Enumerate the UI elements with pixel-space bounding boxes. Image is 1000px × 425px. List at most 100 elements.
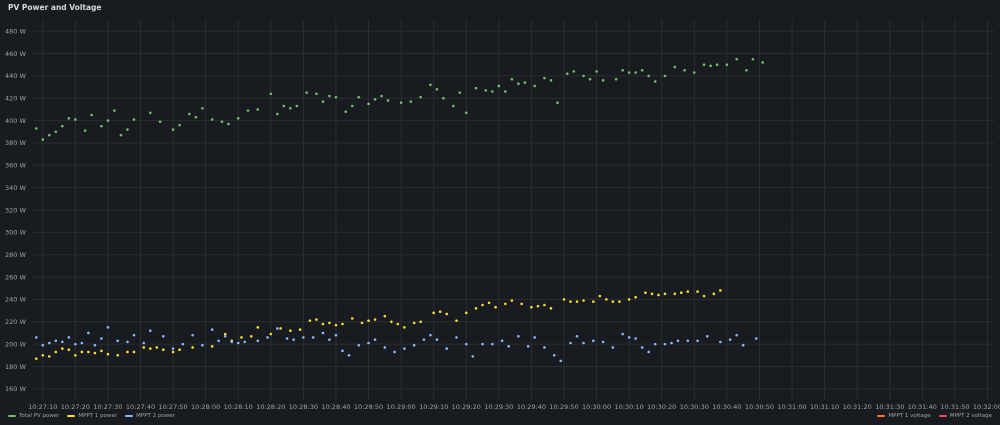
data-point-series-2[interactable] [334,333,338,337]
data-point-series-0[interactable] [328,94,331,98]
data-point-series-0[interactable] [533,84,536,88]
data-point-series-1[interactable] [575,300,579,303]
data-point-series-2[interactable] [455,336,458,339]
data-point-series-0[interactable] [83,129,87,132]
data-point-series-1[interactable] [132,350,136,354]
data-point-series-0[interactable] [305,91,308,94]
data-point-series-0[interactable] [380,94,383,98]
data-point-series-1[interactable] [455,319,458,322]
data-point-series-1[interactable] [605,298,608,301]
data-point-series-1[interactable] [481,303,484,307]
data-point-series-0[interactable] [210,118,214,121]
data-point-series-1[interactable] [494,305,497,309]
data-point-series-2[interactable] [422,338,426,341]
data-point-series-1[interactable] [644,291,647,295]
data-point-series-2[interactable] [217,339,220,343]
data-point-series-2[interactable] [181,342,185,346]
data-point-series-2[interactable] [582,341,585,345]
data-point-series-0[interactable] [683,68,686,72]
data-point-series-2[interactable] [347,353,351,357]
data-point-series-2[interactable] [627,336,631,339]
data-point-series-0[interactable] [745,68,748,72]
data-point-series-1[interactable] [504,302,507,306]
data-point-series-0[interactable] [429,83,432,87]
data-point-series-0[interactable] [350,104,354,108]
data-point-series-0[interactable] [523,81,527,84]
data-point-series-1[interactable] [520,302,523,306]
data-point-series-1[interactable] [696,290,699,293]
data-point-series-0[interactable] [640,68,644,72]
data-point-series-0[interactable] [451,104,455,108]
data-point-series-1[interactable] [148,347,152,350]
data-point-series-2[interactable] [171,347,175,350]
data-point-series-2[interactable] [601,340,605,344]
data-point-series-1[interactable] [106,352,110,356]
data-point-series-2[interactable] [54,339,58,343]
data-point-series-2[interactable] [311,336,315,339]
data-point-series-0[interactable] [227,122,230,126]
data-point-series-2[interactable] [611,346,615,349]
data-point-series-0[interactable] [236,117,240,120]
data-point-series-1[interactable] [350,317,354,320]
data-point-series-1[interactable] [510,299,514,302]
data-point-series-1[interactable] [530,305,533,309]
data-point-series-2[interactable] [735,333,738,337]
data-point-series-2[interactable] [148,329,152,333]
data-point-series-0[interactable] [295,104,299,108]
data-point-series-0[interactable] [54,130,58,134]
data-point-series-2[interactable] [93,343,97,347]
data-point-series-1[interactable] [618,300,621,303]
data-point-series-1[interactable] [712,292,716,296]
data-point-series-1[interactable] [634,295,637,299]
data-point-series-1[interactable] [383,314,387,318]
data-point-series-0[interactable] [442,96,445,100]
data-point-series-0[interactable] [220,120,224,124]
data-point-series-0[interactable] [627,71,631,74]
data-point-series-1[interactable] [34,357,38,360]
data-point-series-0[interactable] [517,82,520,86]
data-point-series-0[interactable] [751,57,755,61]
data-point-series-1[interactable] [178,348,181,352]
data-point-series-2[interactable] [719,340,722,344]
data-point-series-2[interactable] [464,342,468,346]
data-point-series-2[interactable] [741,343,745,347]
data-point-series-1[interactable] [686,290,690,293]
data-point-series-0[interactable] [289,106,292,110]
data-point-series-1[interactable] [328,321,331,325]
data-point-series-2[interactable] [471,355,475,358]
data-point-series-0[interactable] [663,74,667,78]
data-point-series-1[interactable] [627,298,631,301]
data-point-series-2[interactable] [373,338,377,341]
data-point-series-2[interactable] [569,341,572,345]
data-point-series-2[interactable] [61,340,64,344]
data-point-series-1[interactable] [116,353,119,357]
data-point-series-2[interactable] [292,338,295,341]
data-point-series-2[interactable] [526,345,530,348]
data-point-series-2[interactable] [481,342,484,346]
data-point-series-1[interactable] [569,300,572,303]
data-point-series-1[interactable] [54,350,58,354]
data-point-series-1[interactable] [412,321,416,325]
data-point-series-0[interactable] [132,118,136,121]
data-point-series-1[interactable] [308,319,312,322]
data-point-series-0[interactable] [367,102,370,106]
data-point-series-2[interactable] [302,336,305,339]
data-point-series-0[interactable] [543,76,546,80]
data-point-series-2[interactable] [647,350,650,354]
data-point-series-2[interactable] [47,341,51,345]
data-point-series-1[interactable] [67,348,71,352]
data-point-series-2[interactable] [142,341,146,345]
data-point-series-0[interactable] [47,133,51,137]
data-point-series-2[interactable] [201,343,204,347]
data-point-series-1[interactable] [390,320,393,324]
data-point-series-0[interactable] [549,79,553,82]
data-point-series-1[interactable] [341,322,344,326]
data-point-series-0[interactable] [269,92,273,96]
data-point-series-2[interactable] [100,337,103,340]
data-point-series-0[interactable] [344,110,348,113]
data-point-series-2[interactable] [266,336,269,339]
data-point-series-2[interactable] [74,342,77,346]
data-point-series-0[interactable] [357,95,361,99]
data-point-series-2[interactable] [491,342,494,346]
data-point-series-0[interactable] [653,80,657,83]
